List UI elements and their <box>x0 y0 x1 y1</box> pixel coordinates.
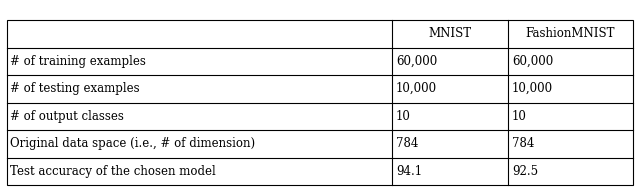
Text: 784: 784 <box>512 137 534 150</box>
Text: 10,000: 10,000 <box>396 82 437 95</box>
Text: # of output classes: # of output classes <box>10 110 124 123</box>
Text: # of testing examples: # of testing examples <box>10 82 140 95</box>
Text: 10: 10 <box>512 110 527 123</box>
Text: # of training examples: # of training examples <box>10 55 146 68</box>
Text: 60,000: 60,000 <box>396 55 437 68</box>
Text: 60,000: 60,000 <box>512 55 553 68</box>
Text: Original data space (i.e., # of dimension): Original data space (i.e., # of dimensio… <box>10 137 255 150</box>
Text: 10: 10 <box>396 110 411 123</box>
Text: MNIST: MNIST <box>428 27 472 40</box>
Bar <box>7 20 633 185</box>
Text: 784: 784 <box>396 137 419 150</box>
Text: 10,000: 10,000 <box>512 82 553 95</box>
Text: 94.1: 94.1 <box>396 165 422 178</box>
Text: 92.5: 92.5 <box>512 165 538 178</box>
Text: FashionMNIST: FashionMNIST <box>525 27 615 40</box>
Text: Test accuracy of the chosen model: Test accuracy of the chosen model <box>10 165 216 178</box>
